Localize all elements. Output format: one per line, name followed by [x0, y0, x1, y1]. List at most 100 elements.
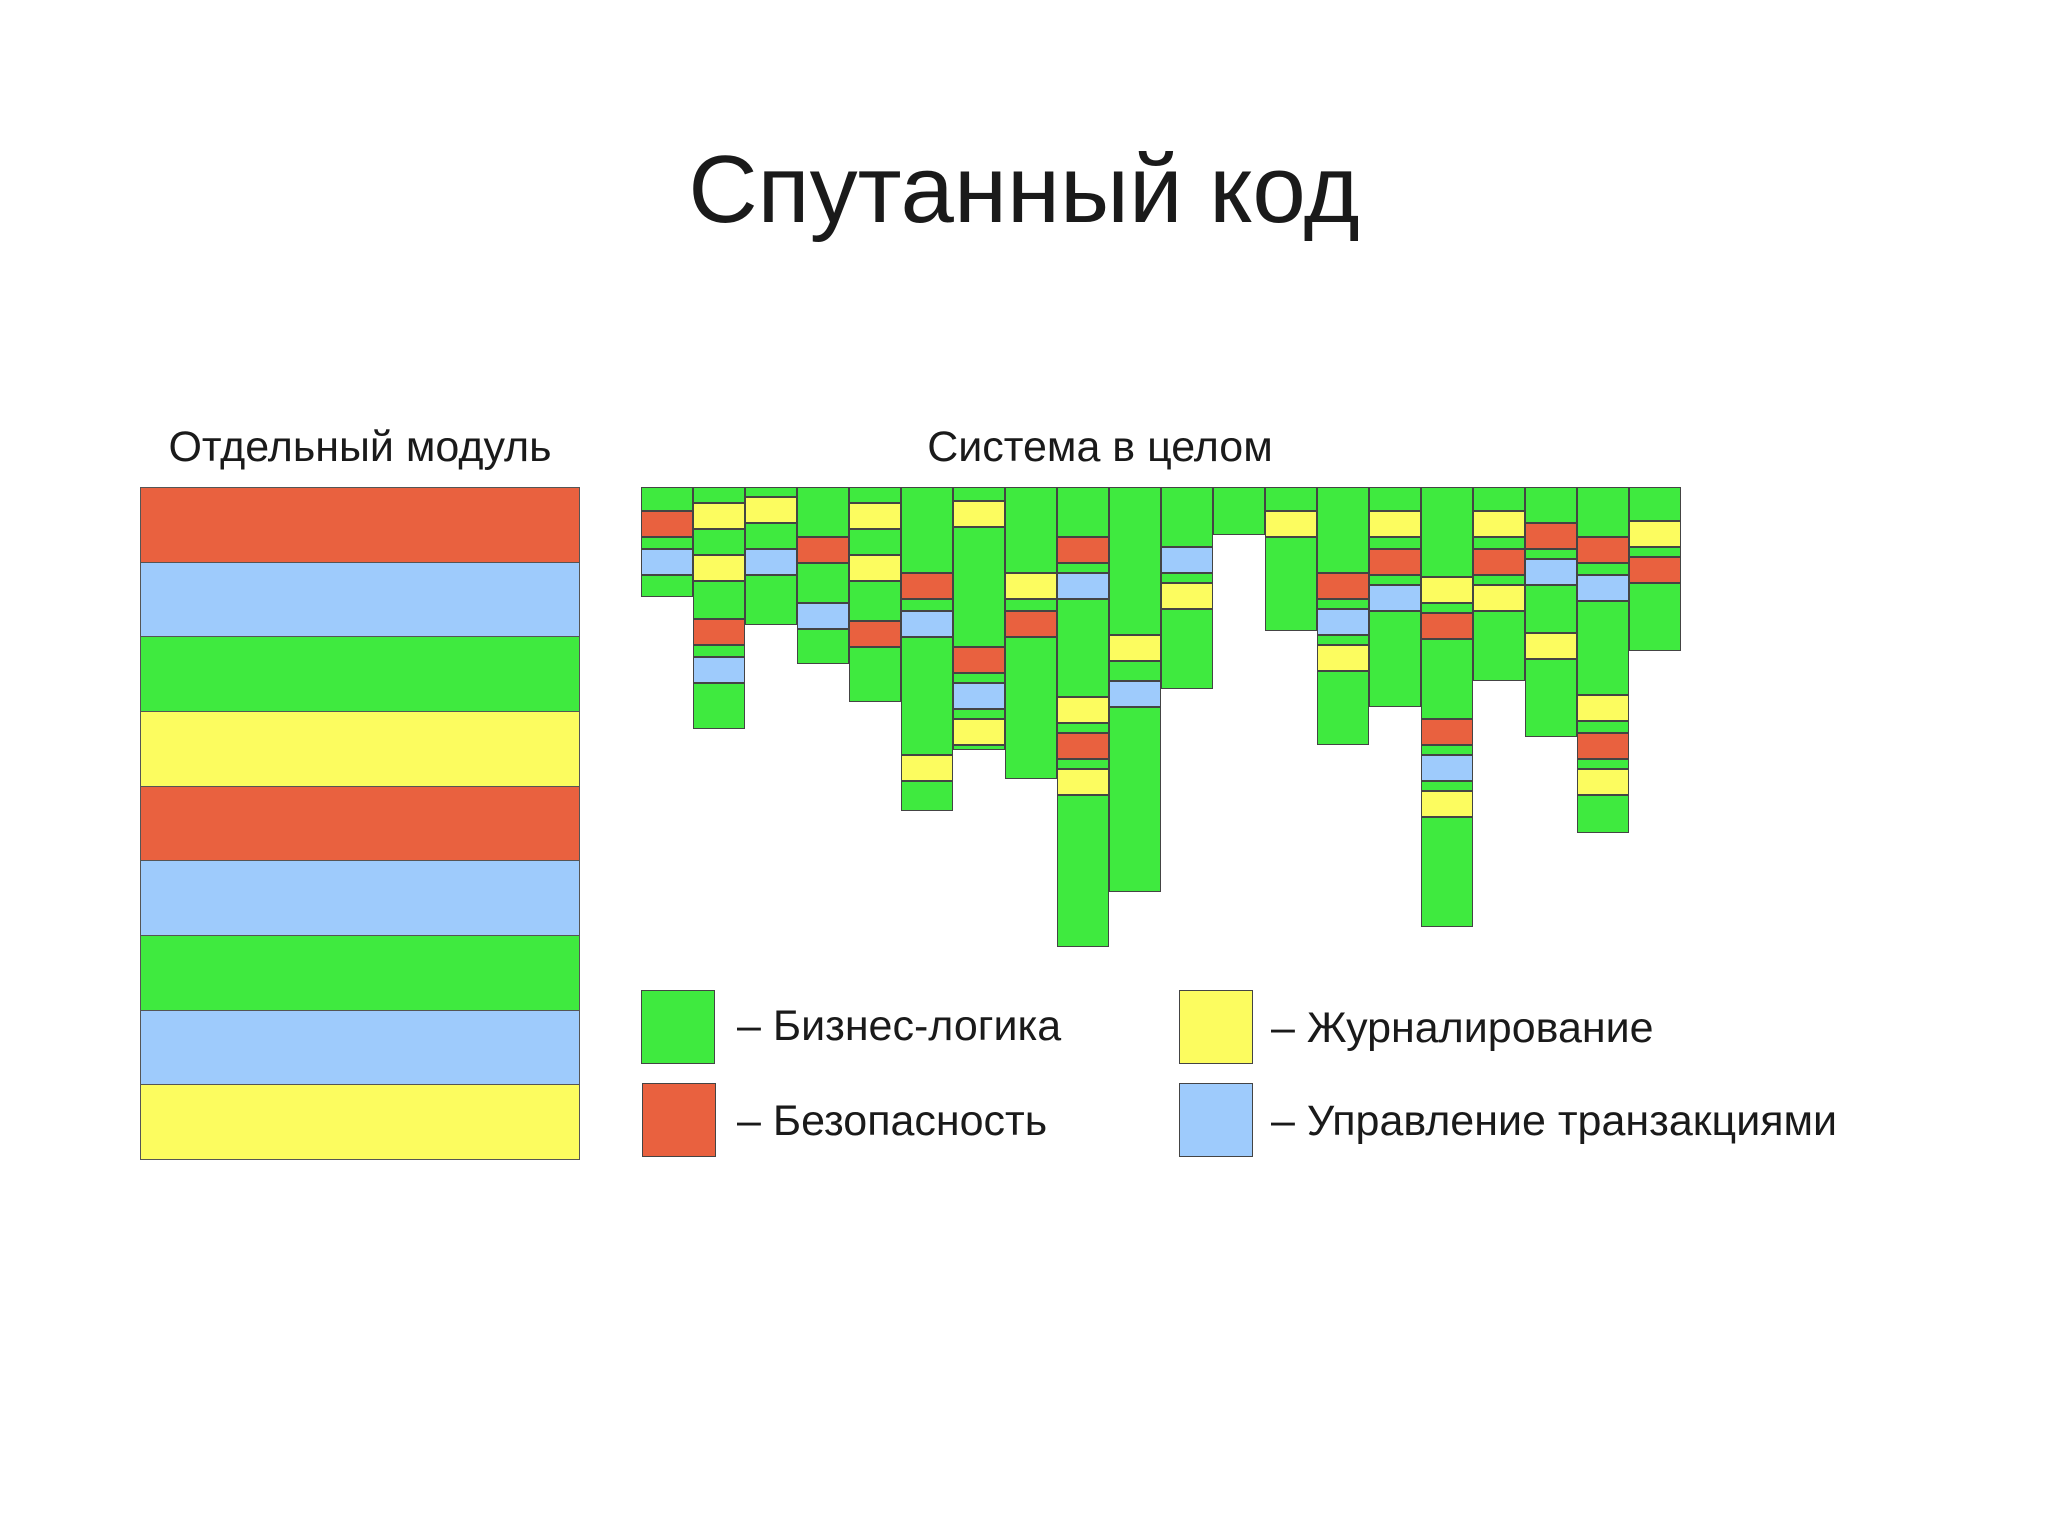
system-segment-logging: [1421, 791, 1473, 817]
module-band-logging: [140, 1084, 580, 1160]
system-segment-logging: [1161, 583, 1213, 609]
legend-label-logging: – Журналирование: [1271, 1004, 1654, 1052]
system-segment-business: [1161, 609, 1213, 689]
system-segment-business: [693, 487, 745, 503]
system-segment-transactions: [797, 603, 849, 629]
module-band-business: [140, 935, 580, 1011]
system-segment-business: [1421, 745, 1473, 755]
module-heading: Отдельный модуль: [168, 423, 552, 471]
system-segment-business: [1265, 537, 1317, 631]
system-segment-business: [745, 575, 797, 625]
system-segment-business: [1369, 487, 1421, 511]
system-segment-business: [849, 581, 901, 621]
system-segment-business: [849, 647, 901, 702]
system-segment-logging: [1369, 511, 1421, 537]
system-segment-business: [797, 487, 849, 537]
system-segment-transactions: [1161, 547, 1213, 573]
system-segment-logging: [1421, 577, 1473, 603]
system-segment-business: [1525, 549, 1577, 559]
system-segment-security: [1057, 537, 1109, 563]
system-segment-business: [1525, 585, 1577, 633]
system-segment-logging: [693, 503, 745, 529]
system-segment-business: [1369, 575, 1421, 585]
system-segment-business: [1057, 487, 1109, 537]
system-segment-security: [849, 621, 901, 647]
system-segment-business: [1057, 759, 1109, 769]
module-band-transactions: [140, 860, 580, 936]
system-segment-business: [797, 563, 849, 603]
legend-label-security: – Безопасность: [737, 1097, 1048, 1145]
system-segment-business: [1525, 659, 1577, 737]
system-segment-transactions: [1317, 609, 1369, 635]
module-band-security: [140, 487, 580, 563]
system-segment-business: [1317, 635, 1369, 645]
system-segment-logging: [953, 501, 1005, 527]
system-segment-logging: [1577, 769, 1629, 795]
system-segment-business: [1473, 575, 1525, 585]
module-band-transactions: [140, 561, 580, 638]
system-segment-transactions: [1369, 585, 1421, 611]
system-segment-business: [641, 487, 693, 511]
system-segment-business: [1577, 487, 1629, 537]
system-segment-business: [1109, 487, 1161, 635]
system-segment-business: [1629, 583, 1681, 651]
system-segment-business: [1109, 707, 1161, 892]
system-segment-security: [1317, 573, 1369, 599]
system-segment-business: [953, 709, 1005, 719]
system-segment-business: [1161, 487, 1213, 547]
system-segment-logging: [745, 497, 797, 523]
slide-title: Спутанный код: [688, 136, 1360, 243]
system-segment-business: [901, 487, 953, 573]
system-segment-business: [1213, 487, 1265, 535]
system-segment-business: [693, 683, 745, 729]
system-segment-logging: [1629, 521, 1681, 547]
system-segment-business: [1005, 637, 1057, 779]
single-module-stack: [140, 487, 580, 1160]
system-segment-security: [1057, 733, 1109, 759]
system-segment-logging: [1057, 769, 1109, 795]
system-segment-logging: [1317, 645, 1369, 671]
module-band-business: [140, 636, 580, 712]
system-segment-security: [901, 573, 953, 599]
legend-label-transactions: – Управление транзакциями: [1271, 1097, 1838, 1145]
system-segment-security: [1577, 537, 1629, 563]
system-segment-security: [693, 619, 745, 645]
system-segment-security: [1005, 611, 1057, 637]
system-segment-business: [641, 575, 693, 597]
system-segment-business: [953, 745, 1005, 750]
system-segment-business: [693, 529, 745, 555]
system-segment-business: [1317, 487, 1369, 573]
system-segment-logging: [849, 555, 901, 581]
legend-label-business: – Бизнес-логика: [737, 1002, 1062, 1050]
system-heading: Система в целом: [927, 423, 1273, 471]
system-segment-transactions: [693, 657, 745, 683]
system-segment-security: [1369, 549, 1421, 575]
system-segment-logging: [1577, 695, 1629, 721]
module-band-transactions: [140, 1009, 580, 1086]
system-segment-business: [1421, 487, 1473, 577]
system-segment-business: [1473, 487, 1525, 511]
system-segment-business: [1473, 537, 1525, 549]
system-segment-business: [849, 487, 901, 503]
system-segment-logging: [953, 719, 1005, 745]
system-segment-logging: [901, 755, 953, 781]
system-segment-business: [1577, 563, 1629, 575]
system-segment-business: [901, 637, 953, 755]
system-segment-business: [1577, 721, 1629, 733]
system-segment-business: [1109, 661, 1161, 681]
system-segment-logging: [1265, 511, 1317, 537]
system-segment-security: [641, 511, 693, 537]
system-segment-business: [641, 537, 693, 549]
system-segment-transactions: [953, 683, 1005, 709]
system-segment-transactions: [1057, 573, 1109, 599]
system-segment-business: [953, 487, 1005, 501]
system-segment-logging: [1525, 633, 1577, 659]
system-segment-business: [1317, 599, 1369, 609]
system-segment-transactions: [901, 611, 953, 637]
system-segment-security: [1525, 523, 1577, 549]
system-columns: [641, 487, 1681, 947]
system-segment-business: [953, 527, 1005, 647]
system-segment-business: [1577, 601, 1629, 695]
system-segment-transactions: [1421, 755, 1473, 781]
module-band-logging: [140, 711, 580, 787]
